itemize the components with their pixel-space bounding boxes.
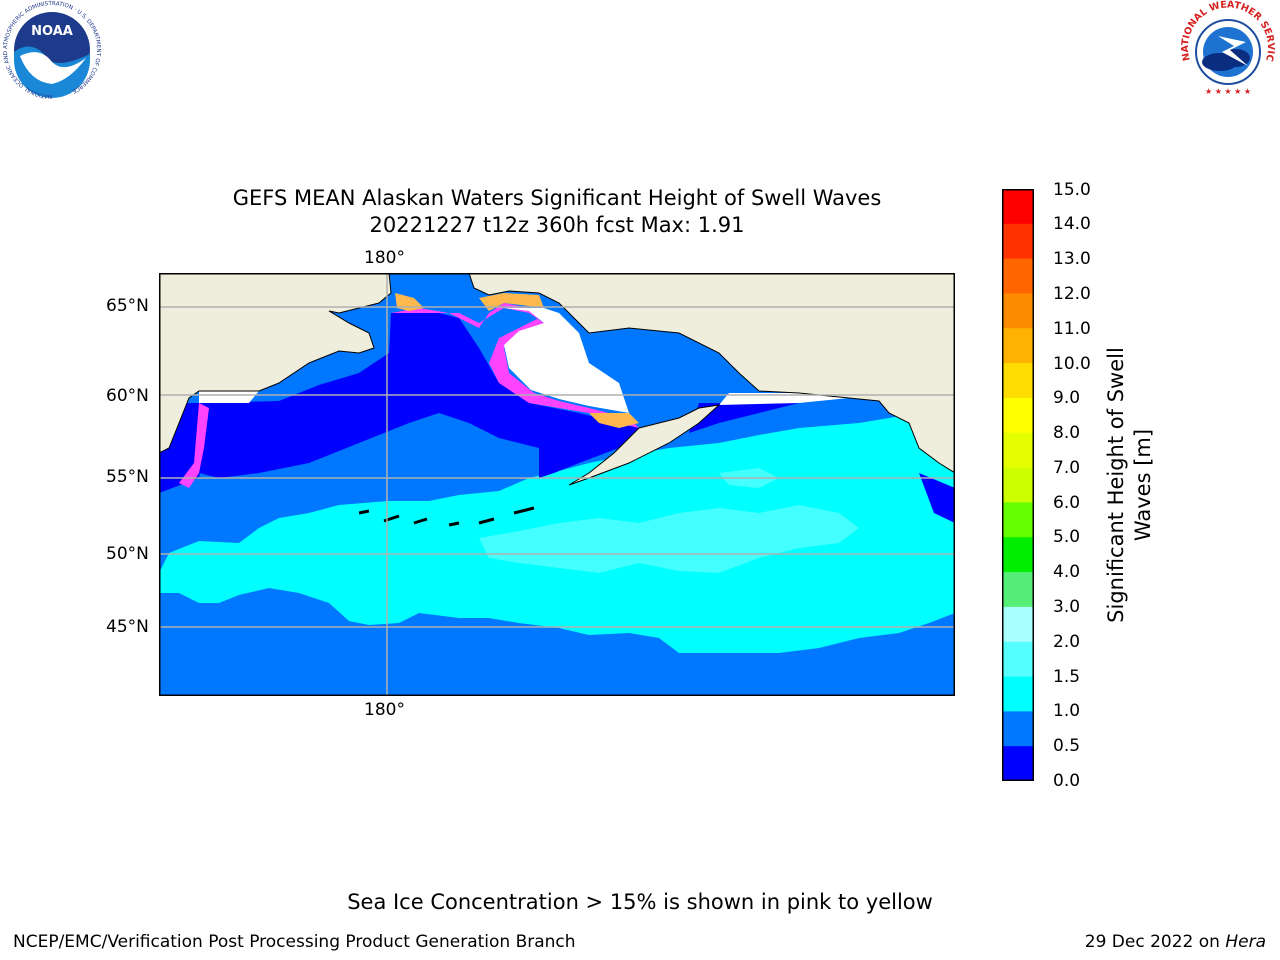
title-line-2: 20221227 t12z 360h fcst Max: 1.91	[369, 213, 745, 237]
colorbar-segment	[1002, 397, 1034, 434]
land-siberia	[158, 272, 392, 454]
land-alaska	[468, 272, 956, 474]
lat-label-55n: 55°N	[106, 467, 149, 487]
colorbar-segment	[1002, 676, 1034, 712]
colorbar-tick-5: 5.0	[1053, 527, 1081, 547]
colorbar-segment	[1002, 746, 1034, 782]
colorbar-tick-1: 1.0	[1053, 701, 1081, 721]
map-panel	[158, 272, 956, 696]
colorbar-segment	[1002, 432, 1034, 469]
colorbar-tick-10: 10.0	[1053, 354, 1091, 374]
lat-label-50n: 50°N	[106, 544, 149, 564]
colorbar-segment	[1002, 223, 1034, 260]
swell-band-0-0.5-d	[919, 473, 955, 523]
colorbar-tick-13: 13.0	[1053, 249, 1091, 269]
colorbar-tick-9: 9.0	[1053, 388, 1081, 408]
colorbar-tick-15: 15.0	[1053, 180, 1091, 200]
sea-ice-orange-c	[589, 413, 639, 428]
colorbar-tick-1.5: 1.5	[1053, 667, 1081, 687]
colorbar-segment	[1002, 189, 1034, 225]
noaa-logo-graphic: NOAA NATIONAL OCEANIC AND ATMOSPHERIC AD…	[2, 0, 102, 100]
lat-label-60n: 60°N	[106, 386, 149, 406]
lat-label-45n: 45°N	[106, 617, 149, 637]
sea-ice-pink-west	[179, 403, 209, 488]
colorbar-tick-3: 3.0	[1053, 597, 1081, 617]
map-canvas	[158, 272, 956, 696]
colorbar-tick-2: 2.0	[1053, 632, 1081, 652]
footer-machine: Hera	[1225, 932, 1266, 952]
noaa-logo-text: NOAA	[31, 24, 73, 39]
lon-label-top: 180°	[364, 248, 405, 268]
nws-logo-graphic: NATIONAL WEATHER SERVICE ★ ★ ★ ★ ★	[1175, 0, 1277, 99]
title-line-1: GEFS MEAN Alaskan Waters Significant Hei…	[232, 186, 882, 210]
nws-stars-icon: ★ ★ ★ ★ ★	[1205, 87, 1251, 96]
colorbar-tick-0: 0.0	[1053, 771, 1081, 791]
map-frame	[159, 273, 955, 696]
footer-date: 29 Dec 2022 on	[1084, 932, 1226, 952]
aleutian-islands	[358, 506, 535, 527]
colorbar-label: Significant Height of Swell Waves [m]	[1103, 325, 1157, 645]
colorbar-segment	[1002, 502, 1034, 538]
lon-label-bottom: 180°	[364, 700, 405, 720]
colorbar-tick-12: 12.0	[1053, 284, 1091, 304]
colorbar-tick-11: 11.0	[1053, 319, 1091, 339]
colorbar-segment	[1002, 641, 1034, 678]
colorbar-segment	[1002, 467, 1034, 503]
lat-label-65n: 65°N	[106, 296, 149, 316]
sea-ice-note: Sea Ice Concentration > 15% is shown in …	[347, 890, 933, 914]
colorbar-tick-4: 4.0	[1053, 562, 1081, 582]
swell-band-1.5-2	[479, 505, 859, 573]
colorbar-segment	[1002, 328, 1034, 364]
footer-right: 29 Dec 2022 on Hera	[1085, 932, 1266, 952]
colorbar-segment	[1002, 258, 1034, 294]
colorbar-segment	[1002, 293, 1034, 329]
colorbar-tick-7: 7.0	[1053, 458, 1081, 478]
nws-logo: NATIONAL WEATHER SERVICE ★ ★ ★ ★ ★	[1175, 0, 1278, 100]
colorbar-segment	[1002, 537, 1034, 573]
colorbar	[1002, 189, 1034, 782]
colorbar-segment	[1002, 606, 1034, 643]
swell-band-0-0.5	[199, 308, 639, 478]
colorbar-segment	[1002, 572, 1034, 608]
footer-left: NCEP/EMC/Verification Post Processing Pr…	[13, 932, 576, 952]
colorbar-segment	[1002, 711, 1034, 747]
colorbar-label-text: Significant Height of Swell Waves [m]	[1104, 347, 1155, 623]
swell-band-0-0.5-c	[689, 403, 799, 433]
sea-ice-white	[504, 308, 629, 413]
colorbar-tick-8: 8.0	[1053, 423, 1081, 443]
colorbar-tick-0.5: 0.5	[1053, 736, 1081, 756]
chart-title: GEFS MEAN Alaskan Waters Significant Hei…	[160, 185, 954, 239]
sea-ice-white-west	[199, 391, 259, 403]
colorbar-tick-14: 14.0	[1053, 214, 1091, 234]
land-alaska-peninsula	[568, 404, 721, 486]
noaa-logo: NOAA NATIONAL OCEANIC AND ATMOSPHERIC AD…	[0, 0, 104, 100]
colorbar-segment	[1002, 363, 1034, 399]
colorbar-tick-6: 6.0	[1053, 493, 1081, 513]
colorbar-frame	[1002, 189, 1034, 781]
colorbar-graphic	[1002, 189, 1034, 782]
sea-ice-white-east	[719, 393, 849, 405]
